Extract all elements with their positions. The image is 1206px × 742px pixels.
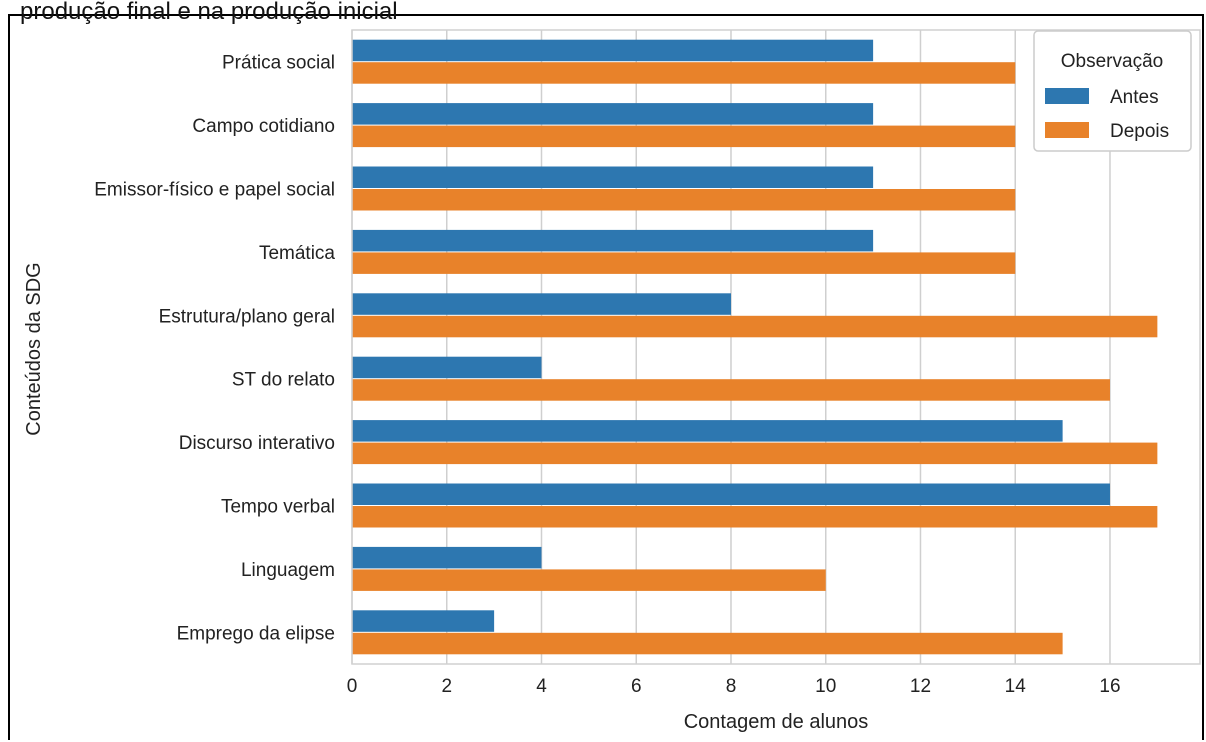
- bars: [352, 39, 1158, 655]
- x-tick-label: 16: [1099, 676, 1120, 697]
- legend-swatch-antes: [1045, 88, 1089, 104]
- bar-antes: [352, 420, 1063, 442]
- x-tick-label: 10: [815, 676, 836, 697]
- bar-depois: [352, 62, 1016, 84]
- y-tick-label: Estrutura/plano geral: [159, 306, 335, 327]
- bar-antes: [352, 356, 542, 379]
- bar-depois: [352, 125, 1016, 148]
- bar-depois: [352, 315, 1158, 338]
- x-tick-label: 14: [1005, 676, 1027, 697]
- figure-frame: produção final e na produção inicial: [8, 0, 1204, 740]
- x-tick-label: 0: [347, 676, 358, 697]
- y-tick-label: Campo cotidiano: [192, 116, 335, 137]
- legend-title: Observação: [1061, 51, 1163, 72]
- bar-depois: [352, 252, 1016, 274]
- legend-swatch-depois: [1045, 122, 1089, 138]
- y-tick-label: ST do relato: [232, 370, 335, 391]
- y-tick-label: Emissor-físico e papel social: [94, 180, 335, 201]
- axes: 0 2 4 6 8 10 12 14 16 Prática social Campo cotidia…: [94, 29, 1201, 697]
- bar-depois: [352, 506, 1158, 528]
- y-tick-label: Emprego da elipse: [177, 623, 335, 644]
- plot-border: [351, 29, 1201, 665]
- bar-antes: [352, 293, 731, 315]
- legend-label-depois: Depois: [1110, 121, 1169, 142]
- bar-antes: [352, 546, 542, 569]
- bar-depois: [352, 189, 1016, 211]
- legend: Observação Antes Depois: [1033, 30, 1192, 152]
- bar-antes: [352, 103, 874, 125]
- y-tick-label: Temática: [259, 243, 335, 264]
- bar-antes: [352, 166, 874, 188]
- chart-title-fragment: produção final e na produção inicial: [20, 0, 398, 25]
- y-tick-label: Discurso interativo: [179, 433, 335, 454]
- bar-antes: [352, 39, 874, 62]
- y-tick-label: Linguagem: [241, 560, 335, 581]
- x-tick-label: 8: [726, 676, 737, 697]
- y-tick-label: Tempo verbal: [221, 497, 335, 518]
- grid-lines: [351, 30, 1111, 664]
- bar-depois: [352, 442, 1158, 465]
- bar-antes: [352, 483, 1110, 505]
- bar-depois: [352, 379, 1110, 401]
- x-tick-label: 2: [441, 676, 452, 697]
- legend-label-antes: Antes: [1110, 87, 1159, 108]
- bar-antes: [352, 229, 874, 252]
- x-tick-label: 4: [536, 676, 547, 697]
- y-axis-label: Conteúdos da SDG: [23, 262, 45, 435]
- bar-depois: [352, 632, 1063, 655]
- y-tick-label: Prática social: [222, 53, 335, 74]
- x-axis-label: Contagem de alunos: [684, 711, 869, 733]
- bar-depois: [352, 569, 826, 591]
- legend-box: [1033, 30, 1192, 152]
- x-tick-label: 6: [631, 676, 642, 697]
- bar-antes: [352, 610, 495, 632]
- x-tick-label: 12: [910, 676, 931, 697]
